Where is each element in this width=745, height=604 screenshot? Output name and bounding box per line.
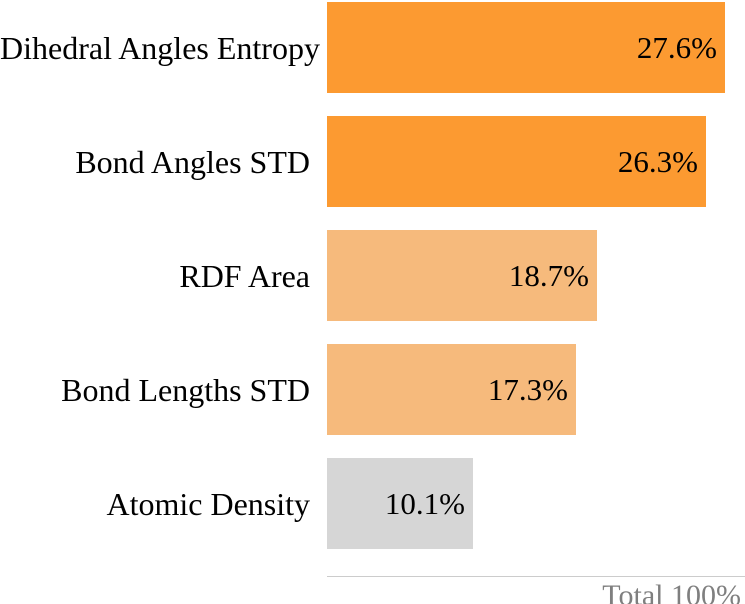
chart-rows: Dihedral Angles Entropy 27.6% Bond Angle…	[0, 2, 745, 549]
value-label: 17.3%	[487, 372, 568, 407]
category-label: Atomic Density	[106, 485, 310, 522]
chart-row: Atomic Density 10.1%	[0, 458, 745, 549]
chart-row: RDF Area 18.7%	[0, 230, 745, 321]
total-label: Total 100%	[602, 579, 741, 604]
bar: 26.3%	[327, 116, 706, 207]
category-label: RDF Area	[179, 257, 310, 294]
chart-row: Dihedral Angles Entropy 27.6%	[0, 2, 745, 93]
bar: 10.1%	[327, 458, 473, 549]
category-label: Dihedral Angles Entropy	[0, 29, 320, 66]
value-label: 10.1%	[384, 486, 465, 521]
value-label: 18.7%	[508, 258, 589, 293]
bar: 27.6%	[327, 2, 725, 93]
category-label: Bond Lengths STD	[61, 371, 310, 408]
chart-row: Bond Lengths STD 17.3%	[0, 344, 745, 435]
bar: 17.3%	[327, 344, 576, 435]
value-label: 27.6%	[636, 30, 717, 65]
baseline-rule	[327, 576, 745, 577]
chart-row: Bond Angles STD 26.3%	[0, 116, 745, 207]
value-label: 26.3%	[617, 144, 698, 179]
bar: 18.7%	[327, 230, 597, 321]
category-label: Bond Angles STD	[75, 143, 310, 180]
